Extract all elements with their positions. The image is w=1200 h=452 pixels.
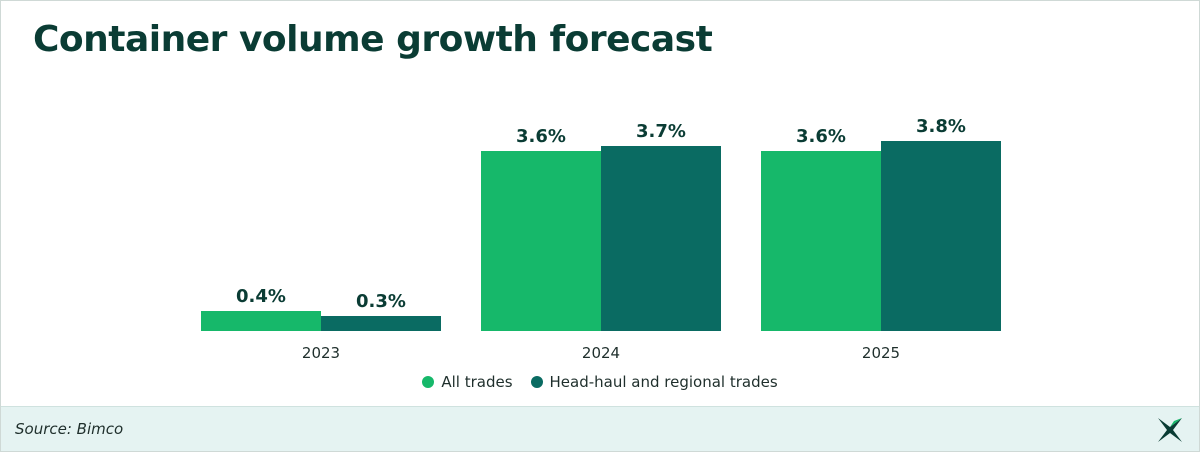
x-tick-label-2025: 2025: [862, 344, 900, 362]
data-label-2024-series-1: 3.6%: [516, 126, 566, 147]
bar-2024-series-2: [601, 146, 721, 331]
legend-label-head-haul: Head-haul and regional trades: [549, 373, 778, 391]
x-tick-label-2023: 2023: [302, 344, 340, 362]
legend-swatch-head-haul: [530, 376, 543, 388]
data-label-2024-series-2: 3.7%: [636, 121, 686, 142]
data-label-2023-series-1: 0.4%: [236, 286, 286, 307]
bar-2024-series-1: [481, 151, 601, 331]
data-label-2023-series-2: 0.3%: [356, 291, 406, 312]
x-tick-label-2024: 2024: [582, 344, 620, 362]
bar-2023-series-1: [201, 311, 321, 331]
legend-item-all-trades: All trades: [422, 373, 513, 391]
legend-label-all-trades: All trades: [441, 373, 513, 391]
data-label-2025-series-2: 3.8%: [916, 116, 966, 137]
bar-chart: 0.4% 0.3% 2023 3.6% 3.7% 2024 3.6% 3.8% 2025: [201, 116, 1001, 362]
legend-item-head-haul: Head-haul and regional trades: [530, 373, 778, 391]
bar-2025-series-2: [881, 141, 1001, 331]
brand-logo-icon: [1158, 418, 1182, 442]
data-label-2025-series-1: 3.6%: [796, 126, 846, 147]
legend-swatch-all-trades: [422, 376, 435, 388]
footer: Source: Bimco: [1, 406, 1199, 451]
bar-2023-series-2: [321, 316, 441, 331]
source-note: Source: Bimco: [15, 420, 124, 438]
chart-legend: All trades Head-haul and regional trades: [1, 373, 1199, 391]
bar-2025-series-1: [761, 151, 881, 331]
chart-title: Container volume growth forecast: [33, 19, 713, 60]
